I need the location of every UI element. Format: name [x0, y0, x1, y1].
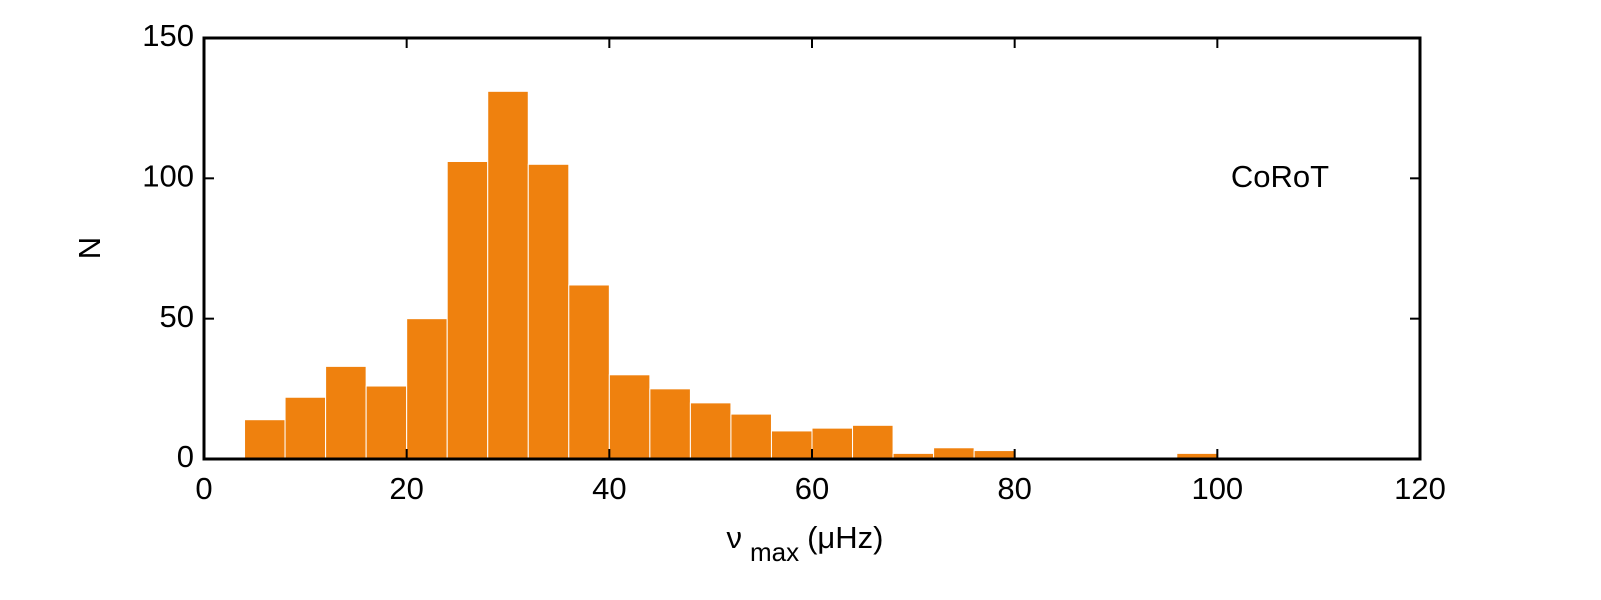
- x-tick-label: 0: [195, 471, 212, 506]
- x-label-unit: (μHz): [807, 520, 883, 555]
- x-axis-label: ν max (μHz): [726, 520, 883, 567]
- bar: [933, 447, 975, 460]
- bar: [770, 430, 813, 460]
- x-tick-label: 80: [997, 471, 1031, 506]
- bar: [608, 374, 651, 460]
- x-tick-label: 20: [389, 471, 423, 506]
- x-tick-label: 120: [1394, 471, 1446, 506]
- x-tick-label: 60: [795, 471, 829, 506]
- bar: [730, 413, 772, 460]
- y-tick-label: 50: [160, 299, 194, 334]
- bar: [811, 427, 854, 460]
- bar: [244, 419, 286, 460]
- bar: [527, 163, 570, 460]
- bar: [406, 318, 448, 460]
- x-tick-label: 40: [592, 471, 626, 506]
- bar: [284, 396, 327, 460]
- x-label-symbol: ν: [726, 520, 742, 555]
- annotation: CoRoT: [1231, 159, 1329, 194]
- bar: [689, 402, 732, 460]
- x-label-subscript: max: [750, 537, 799, 567]
- bar: [649, 388, 691, 460]
- bar: [446, 160, 489, 460]
- y-tick-label: 100: [142, 159, 194, 194]
- x-tick-label: 100: [1191, 471, 1243, 506]
- y-tick-label: 0: [177, 439, 194, 474]
- bar: [487, 90, 529, 460]
- y-axis-label: N: [72, 237, 107, 259]
- y-tick-label: 150: [142, 18, 194, 53]
- bar: [852, 424, 894, 460]
- bar: [568, 284, 610, 460]
- bar: [325, 365, 367, 460]
- bar: [365, 385, 408, 460]
